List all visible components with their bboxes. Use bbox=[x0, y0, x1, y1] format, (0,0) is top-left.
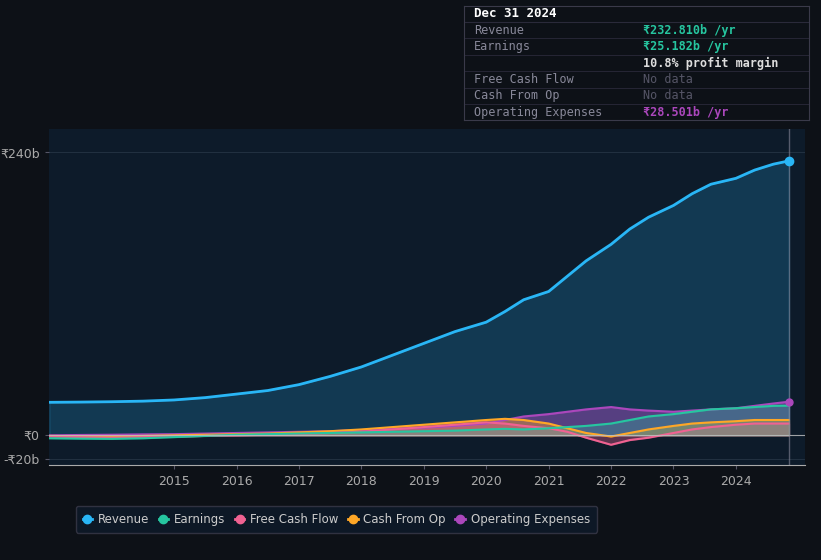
Text: No data: No data bbox=[643, 73, 693, 86]
Text: 10.8% profit margin: 10.8% profit margin bbox=[643, 57, 778, 69]
Text: ₹28.501b /yr: ₹28.501b /yr bbox=[643, 106, 729, 119]
Text: Revenue: Revenue bbox=[475, 24, 524, 37]
Text: Free Cash Flow: Free Cash Flow bbox=[475, 73, 574, 86]
Legend: Revenue, Earnings, Free Cash Flow, Cash From Op, Operating Expenses: Revenue, Earnings, Free Cash Flow, Cash … bbox=[76, 506, 597, 533]
Text: Cash From Op: Cash From Op bbox=[475, 89, 560, 102]
Text: Operating Expenses: Operating Expenses bbox=[475, 106, 603, 119]
Text: Earnings: Earnings bbox=[475, 40, 531, 53]
Text: ₹25.182b /yr: ₹25.182b /yr bbox=[643, 40, 729, 53]
Text: ₹232.810b /yr: ₹232.810b /yr bbox=[643, 24, 736, 37]
Text: Dec 31 2024: Dec 31 2024 bbox=[475, 7, 557, 20]
Text: No data: No data bbox=[643, 89, 693, 102]
